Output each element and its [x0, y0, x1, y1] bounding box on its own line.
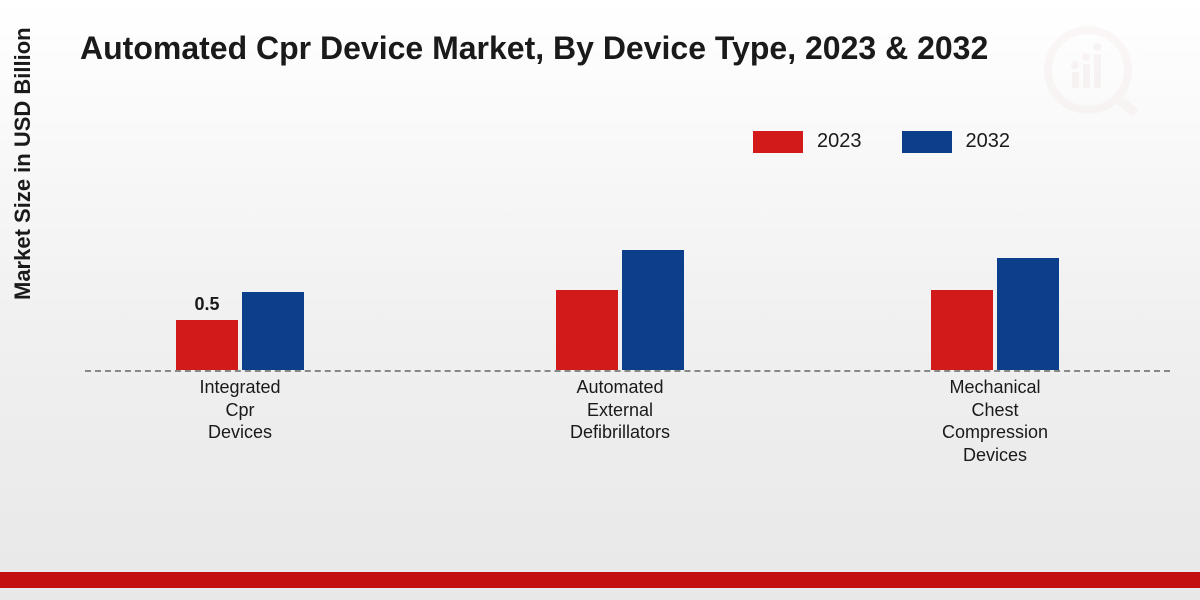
bar-group: [520, 160, 720, 370]
x-axis: [85, 370, 1170, 372]
bar-value-label: 0.5: [194, 294, 219, 315]
footer-bar: [0, 572, 1200, 588]
legend-swatch-2032: [902, 131, 952, 153]
legend-item-2023: 2023: [753, 130, 862, 153]
category-label: MechanicalChestCompressionDevices: [895, 376, 1095, 466]
bar-2023: [556, 290, 618, 370]
legend: 2023 2032: [753, 130, 1010, 153]
bar-2023: 0.5: [176, 320, 238, 370]
category-label: AutomatedExternalDefibrillators: [520, 376, 720, 444]
bar-2032: [997, 258, 1059, 370]
bar-2023: [931, 290, 993, 370]
brand-watermark: [1040, 20, 1150, 135]
legend-label-2032: 2032: [966, 130, 1011, 153]
chart-title: Automated Cpr Device Market, By Device T…: [80, 30, 988, 67]
legend-item-2032: 2032: [902, 130, 1011, 153]
bar-2032: [622, 250, 684, 370]
legend-swatch-2023: [753, 131, 803, 153]
legend-label-2023: 2023: [817, 130, 862, 153]
y-axis-label: Market Size in USD Billion: [10, 27, 36, 300]
chart-area: 0.5 IntegratedCprDevices AutomatedExternal…: [85, 160, 1170, 480]
bar-group: 0.5: [140, 160, 340, 370]
bar-group: [895, 160, 1095, 370]
category-label: IntegratedCprDevices: [140, 376, 340, 444]
bar-2032: [242, 292, 304, 370]
